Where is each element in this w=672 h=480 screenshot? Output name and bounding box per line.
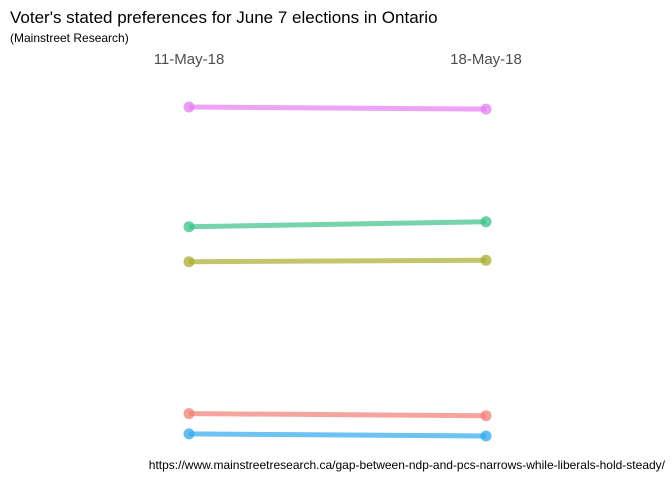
x-tick-label-end: 18-May-18 xyxy=(450,51,522,68)
x-tick-label-start: 11-May-18 xyxy=(154,51,225,68)
series-group xyxy=(183,101,492,442)
series-line-3 xyxy=(188,257,487,265)
series-1-point-end xyxy=(480,103,492,115)
series-line-1 xyxy=(188,104,487,112)
series-4-point-start xyxy=(183,408,195,420)
series-2-point-start xyxy=(183,221,195,233)
series-line-4 xyxy=(188,411,487,419)
series-line-5 xyxy=(188,431,487,439)
series-3-point-end xyxy=(480,254,492,266)
series-4-point-end xyxy=(480,410,492,422)
series-5-point-end xyxy=(480,430,492,442)
chart-caption: https://www.mainstreetresearch.ca/gap-be… xyxy=(149,458,666,472)
chart-title: Voter's stated preferences for June 7 el… xyxy=(10,8,438,27)
series-line-2 xyxy=(188,219,487,230)
chart-subtitle: (Mainstreet Research) xyxy=(10,31,129,45)
series-5-point-start xyxy=(183,428,195,440)
series-1-point-start xyxy=(183,101,195,113)
series-2-point-end xyxy=(480,216,492,228)
series-3-point-start xyxy=(183,256,195,268)
